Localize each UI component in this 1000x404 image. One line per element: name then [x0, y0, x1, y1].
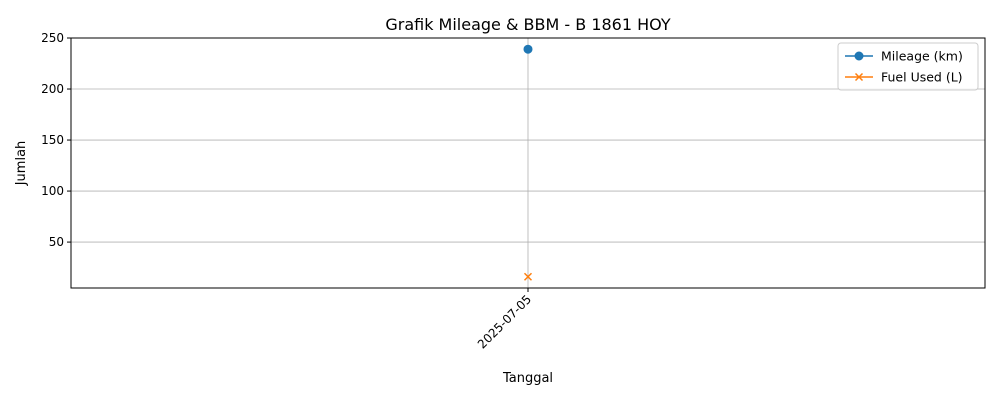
legend-fuel-used-marker [854, 72, 864, 82]
y-tick-label: 150 [41, 133, 64, 147]
y-tick-label: 250 [41, 31, 64, 45]
legend: Mileage (km) Fuel Used (L) [837, 42, 979, 91]
legend-frame [837, 42, 979, 91]
y-axis-ticks: 50 100 150 200 250 [41, 31, 71, 249]
legend-mileage-marker [854, 51, 864, 61]
fuel-used-data-point [523, 272, 533, 281]
y-tick-label: 100 [41, 184, 64, 198]
legend-fuel-used-marker-stroke [854, 72, 864, 82]
x-axis-label: Tanggal [502, 371, 553, 386]
x-axis-ticks: 2025-07-05 [475, 288, 534, 351]
y-tick-label: 200 [41, 82, 64, 96]
x-tick-label: 2025-07-05 [475, 292, 534, 351]
fuel-used-data-point-stroke [523, 272, 533, 281]
series-layer [523, 44, 533, 281]
y-tick-label: 50 [49, 235, 64, 249]
legend-mileage-label: Mileage (km) [881, 49, 963, 64]
y-axis-label: Jumlah [14, 141, 29, 187]
legend-fuel-used-label: Fuel Used (L) [881, 70, 963, 85]
mileage-data-point [523, 44, 533, 54]
chart-title: Grafik Mileage & BBM - B 1861 HOY [385, 15, 671, 34]
legend-items: Mileage (km) Fuel Used (L) [845, 49, 963, 85]
